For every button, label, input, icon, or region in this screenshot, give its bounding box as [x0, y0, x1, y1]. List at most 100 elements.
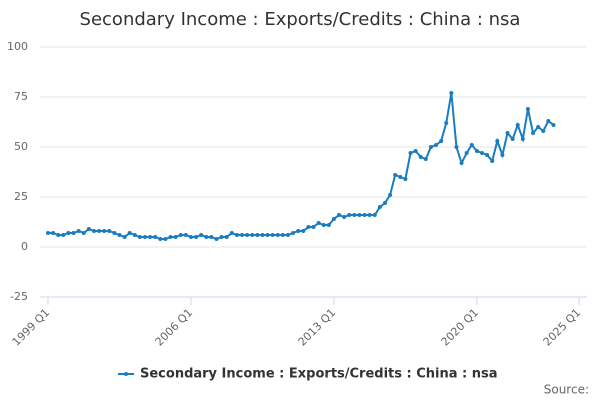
data-point	[285, 233, 290, 237]
data-point	[148, 235, 153, 239]
data-point	[97, 229, 102, 233]
data-point	[275, 233, 280, 237]
data-point	[245, 233, 250, 237]
data-point	[490, 159, 495, 163]
x-tick-label: 2006 Q1	[153, 306, 196, 349]
data-point	[86, 227, 91, 231]
data-point	[546, 119, 551, 123]
data-point	[240, 233, 245, 237]
data-point	[321, 223, 326, 227]
data-point	[219, 235, 224, 239]
x-tick-label: 2013 Q1	[296, 306, 339, 349]
data-point	[459, 161, 464, 165]
data-point	[234, 233, 239, 237]
data-point	[280, 233, 285, 237]
data-point	[112, 231, 117, 235]
data-point	[250, 233, 255, 237]
series-line	[48, 92, 555, 241]
data-point	[316, 221, 321, 225]
data-point	[372, 213, 377, 217]
data-point	[485, 153, 490, 157]
data-point	[204, 235, 209, 239]
data-point	[199, 233, 204, 237]
data-point	[168, 235, 173, 239]
data-point	[408, 151, 413, 155]
data-point	[194, 235, 199, 239]
source: Source:	[544, 383, 589, 397]
data-point	[515, 123, 520, 127]
data-point	[143, 235, 148, 239]
data-point	[398, 175, 403, 179]
data-point	[541, 129, 546, 133]
y-tick-label: 0	[21, 240, 28, 253]
x-tick-label: 2025 Q1	[541, 306, 584, 349]
x-tick-label: 2020 Q1	[439, 306, 482, 349]
y-tick-label: 50	[14, 140, 28, 153]
y-tick-label: 100	[7, 40, 28, 53]
data-point	[367, 213, 372, 217]
data-point	[510, 137, 515, 141]
data-point	[209, 235, 214, 239]
data-point	[173, 235, 178, 239]
data-point	[91, 229, 96, 233]
data-point	[107, 229, 112, 233]
data-point	[122, 235, 127, 239]
data-point	[413, 149, 418, 153]
data-point	[102, 229, 107, 233]
data-point	[291, 231, 296, 235]
data-point	[505, 131, 510, 135]
data-point	[347, 213, 352, 217]
data-point	[260, 233, 265, 237]
data-point	[71, 231, 76, 235]
data-point	[500, 153, 505, 157]
x-tick-label: 1999 Q1	[10, 306, 53, 349]
data-point	[536, 125, 541, 129]
data-point	[158, 237, 163, 241]
data-point	[229, 231, 234, 235]
y-tick-label: 75	[14, 90, 28, 103]
data-point	[331, 217, 336, 221]
data-point	[388, 193, 393, 197]
data-point	[393, 173, 398, 177]
data-point	[46, 231, 50, 235]
data-point	[439, 139, 444, 143]
data-point	[423, 157, 428, 161]
data-point	[306, 225, 311, 229]
data-point	[531, 131, 536, 135]
data-point	[434, 143, 439, 147]
y-tick-label: 25	[14, 190, 28, 203]
data-point	[178, 233, 183, 237]
data-point	[403, 177, 408, 181]
data-point	[362, 213, 367, 217]
data-point	[56, 233, 61, 237]
data-point	[76, 229, 81, 233]
data-point	[444, 121, 449, 125]
data-point	[132, 233, 137, 237]
data-point	[270, 233, 275, 237]
legend-marker	[124, 372, 128, 376]
data-point	[551, 123, 556, 127]
chart-title: Secondary Income : Exports/Credits : Chi…	[80, 9, 521, 30]
data-point	[479, 151, 484, 155]
data-point	[342, 215, 347, 219]
data-point	[337, 213, 342, 217]
data-point	[224, 235, 229, 239]
data-point	[61, 233, 66, 237]
data-point	[51, 231, 56, 235]
data-point	[188, 235, 193, 239]
data-point	[520, 137, 525, 141]
data-point	[81, 231, 86, 235]
data-point	[117, 233, 122, 237]
data-point	[464, 151, 469, 155]
data-point	[137, 235, 142, 239]
data-point	[525, 107, 530, 111]
data-point	[163, 237, 168, 241]
y-tick-label: -25	[10, 290, 28, 303]
data-point	[296, 229, 301, 233]
data-point	[495, 139, 500, 143]
data-point	[357, 213, 362, 217]
data-point	[352, 213, 357, 217]
data-point	[311, 225, 316, 229]
data-point	[301, 229, 306, 233]
